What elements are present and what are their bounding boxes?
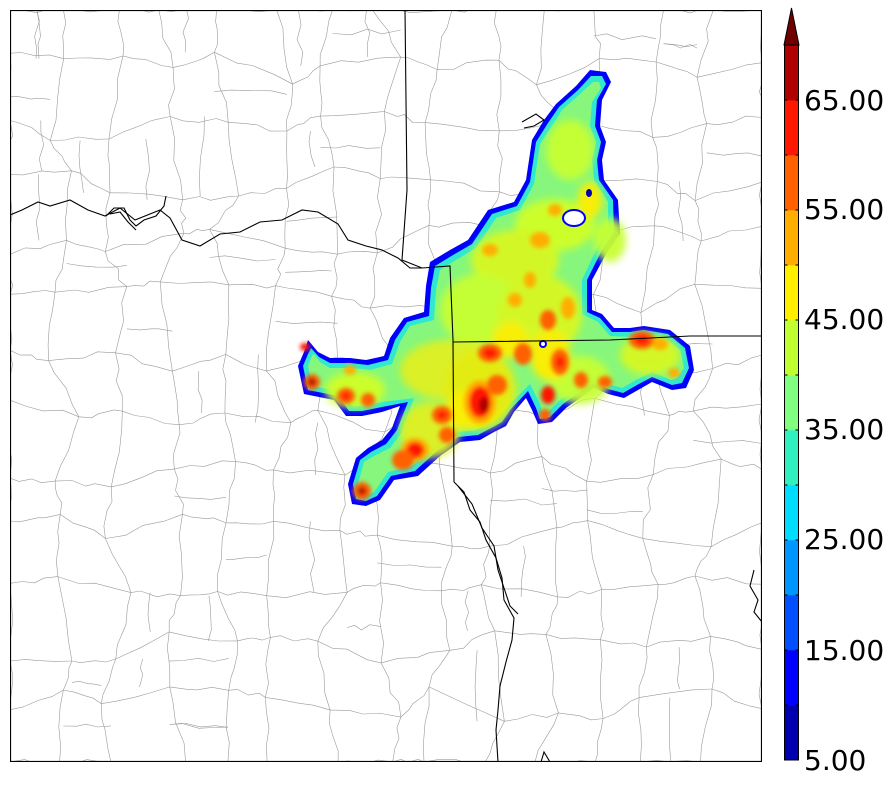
map-panel <box>10 10 762 762</box>
colorbar-label-45: 45.00 <box>804 303 884 336</box>
map-svg <box>10 10 762 762</box>
colorbar-band <box>785 430 799 485</box>
colorbar-band <box>785 320 799 375</box>
colorbar-bands <box>785 45 799 760</box>
colorbar-label-15: 15.00 <box>804 634 884 667</box>
colorbar-band <box>785 100 799 155</box>
colorbar-band <box>785 45 799 100</box>
colorbar-band <box>785 265 799 320</box>
colorbar-label-5: 5.00 <box>804 744 866 777</box>
colorbar-band <box>785 595 799 650</box>
colorbar-extend-arrow <box>784 8 799 45</box>
colorbar-band <box>785 155 799 210</box>
colorbar-band <box>785 650 799 705</box>
colorbar-label-25: 25.00 <box>804 523 884 556</box>
colorbar-band <box>785 375 799 430</box>
colorbar: 5.00 15.00 25.00 35.00 45.00 55.00 65.00 <box>776 0 894 785</box>
colorbar-label-35: 35.00 <box>804 413 884 446</box>
colorbar-band <box>785 705 799 760</box>
colorbar-band <box>785 210 799 265</box>
colorbar-band <box>785 485 799 540</box>
colorbar-label-65: 65.00 <box>804 84 884 117</box>
colorbar-svg: 5.00 15.00 25.00 35.00 45.00 55.00 65.00 <box>776 0 894 785</box>
colorbar-band <box>785 540 799 595</box>
colorbar-label-55: 55.00 <box>804 193 884 226</box>
